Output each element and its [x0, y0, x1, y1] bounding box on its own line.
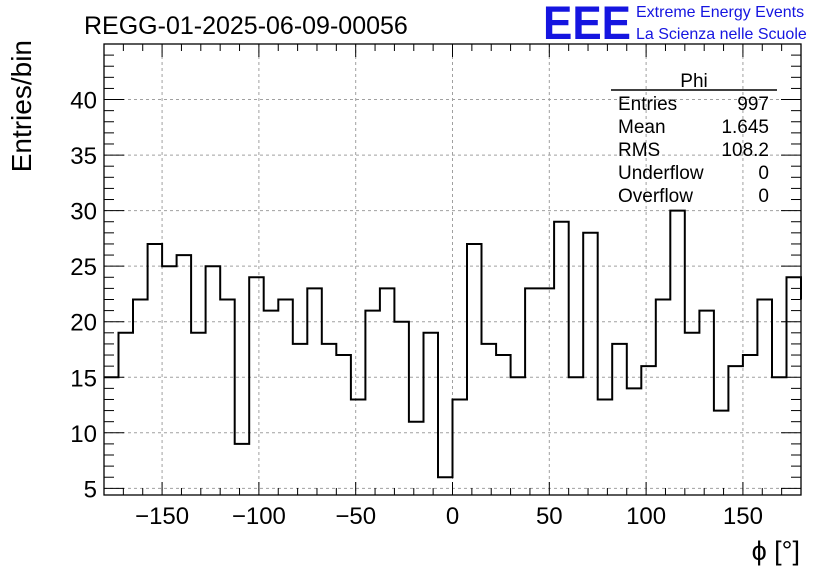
x-tick-label: −150 [135, 503, 189, 530]
stats-row-label: Mean [618, 117, 666, 138]
stats-box: Phi Entries 997 Mean 1.645 RMS 108.2 Underflow… [611, 71, 777, 207]
stats-row-value: 997 [737, 94, 769, 115]
x-axis-label: ϕ [°] [752, 536, 800, 566]
axis-ticks [103, 44, 802, 495]
eee-logo: EEE Extreme Energy Events La Scienza nel… [543, 0, 807, 49]
chart-title: REGG-01-2025-06-09-00056 [84, 12, 408, 40]
y-axis-label: Entries/bin [6, 40, 37, 172]
x-tick-label: 100 [626, 503, 666, 530]
stats-row-label: Entries [618, 94, 677, 115]
x-tick-labels: −150 −100 −50 0 50 100 150 [135, 503, 763, 530]
y-tick-label: 10 [70, 421, 97, 448]
eee-logo-mark: EEE [543, 0, 631, 49]
y-tick-label: 25 [70, 254, 97, 281]
histogram-step-line [104, 209, 802, 479]
x-tick-label: −100 [232, 503, 286, 530]
logo-line-1: Extreme Energy Events [636, 4, 804, 21]
stats-row-value: 0 [758, 163, 769, 184]
stats-row-value: 0 [758, 186, 769, 207]
y-tick-label: 40 [70, 88, 97, 115]
x-tick-label: −50 [335, 503, 376, 530]
stats-row-label: Underflow [618, 163, 704, 184]
y-tick-label: 20 [70, 310, 97, 337]
x-tick-label: 150 [723, 503, 763, 530]
y-tick-label: 30 [70, 199, 97, 226]
y-tick-label: 35 [70, 143, 97, 170]
logo-line-2: La Scienza nelle Scuole [636, 26, 807, 43]
stats-row-label: Overflow [618, 186, 693, 207]
stats-box-title: Phi [680, 71, 707, 92]
histogram-series [104, 209, 802, 479]
y-tick-labels: 5 10 15 20 25 30 35 40 [70, 88, 97, 504]
y-tick-label: 5 [84, 476, 97, 503]
stats-box-rows: Entries 997 Mean 1.645 RMS 108.2 Underflow 0 Ove… [618, 94, 769, 207]
stats-row-value: 1.645 [721, 117, 769, 138]
stats-row-label: RMS [618, 140, 660, 161]
y-tick-label: 15 [70, 365, 97, 392]
stats-row-value: 108.2 [721, 140, 769, 161]
x-tick-label: 0 [446, 503, 459, 530]
x-tick-label: 50 [536, 503, 563, 530]
